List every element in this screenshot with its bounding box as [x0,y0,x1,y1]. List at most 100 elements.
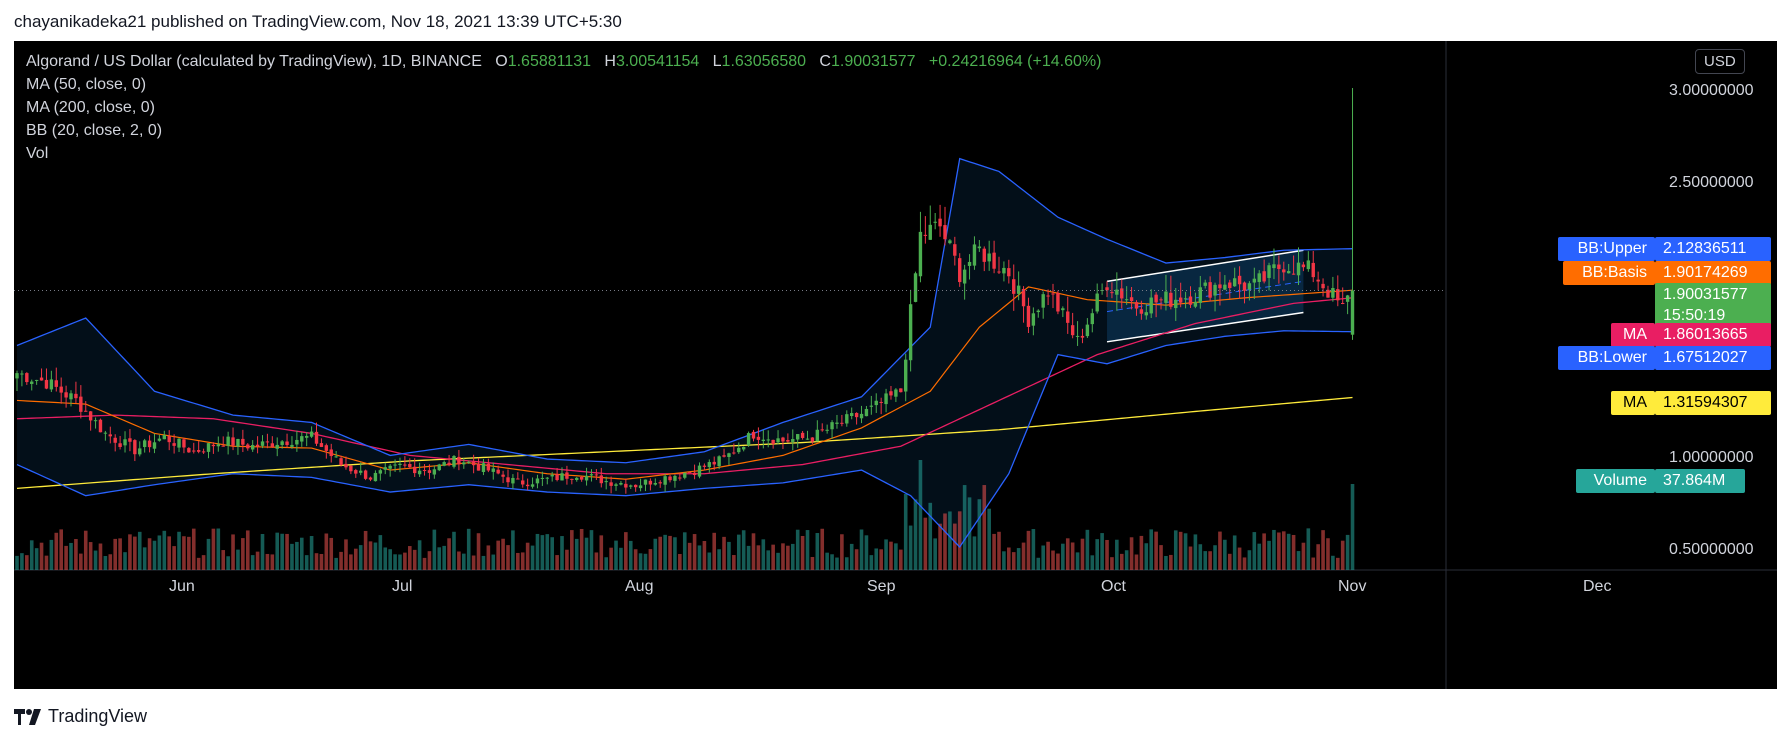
candle-body [702,465,707,467]
volume-bar [142,547,147,570]
candle-body [530,484,535,487]
indicator-vol[interactable]: Vol [26,145,49,162]
currency-button[interactable]: USD [1695,49,1745,74]
candle-body [398,463,402,465]
candle-body [84,410,88,412]
volume-bar [938,523,942,570]
volume-bar [196,557,201,570]
indicator-ma200[interactable]: MA (200, close, 0) [26,99,155,116]
open-value: 1.65881131 [507,53,592,70]
candle-body [388,465,392,469]
volume-bar [408,546,412,570]
volume-bar [1252,532,1257,570]
volume-bar [334,557,338,570]
candle-body [329,449,333,457]
candle-body [1291,273,1296,275]
candle-body [236,438,240,447]
volume-bar [928,502,933,570]
candle-body [560,473,564,481]
channel-upper-line [1106,249,1304,283]
candle-body [280,441,284,445]
volume-bar [800,535,805,570]
candle-body [1115,289,1119,295]
candle-body [231,437,235,446]
candle-body [69,393,73,400]
candle-body [157,438,162,441]
volume-bar [270,554,275,570]
candle-body [486,463,491,471]
candle-body [1213,284,1217,296]
volume-bar [619,547,623,570]
volume-bar [697,545,702,570]
volume-bar [466,528,471,570]
tradingview-logo[interactable]: TradingView [14,706,147,727]
candle-body [246,444,250,449]
candle-body [1267,265,1271,278]
candle-body [889,391,893,396]
volume-bar [624,532,628,570]
volume-bar [108,554,113,570]
indicator-ma50[interactable]: MA (50, close, 0) [26,76,147,93]
candle-body [1306,260,1311,270]
volume-bar [658,536,663,570]
candle-body [354,470,358,474]
volume-bar [614,540,618,570]
candle-body [972,244,977,266]
volume-bar [137,531,142,570]
high-label: H [604,53,616,70]
candle-body [1061,308,1065,311]
candle-body [187,448,191,453]
x-tick-aug: Aug [625,578,654,595]
candle-body [118,443,122,447]
candle-body [471,461,476,466]
candle-body [800,432,805,438]
volume-bar [913,499,918,570]
volume-bar [133,536,137,570]
candle-body [20,373,24,375]
volume-bar [859,529,864,570]
volume-bar [103,556,108,570]
chart-area[interactable]: Algorand / US Dollar (calculated by Trad… [14,41,1777,689]
volume-bar [25,555,29,570]
volume-bar [304,555,309,570]
candle-body [992,252,996,269]
volume-bar [496,540,500,570]
volume-bar [1144,543,1149,570]
x-tick-jul: Jul [392,578,413,595]
candle-body [1282,269,1286,273]
volume-bar [123,552,127,570]
candle-body [275,444,279,449]
volume-bar [1169,554,1173,570]
volume-bar [265,553,270,570]
candle-body [250,445,255,450]
volume-bar [692,534,697,570]
volume-bar [358,545,363,570]
candle-body [938,218,942,227]
volume-bar [540,535,545,570]
candle-body [599,475,603,484]
volume-bar [869,555,874,570]
candle-body [899,388,903,393]
volume-bar [324,533,329,570]
candle-body [417,470,422,475]
candle-body [761,439,766,441]
candle-body [751,431,756,439]
candle-body [177,438,181,448]
volume-bar [609,547,613,570]
volume-bar [39,542,44,570]
volume-bar [368,541,373,570]
volume-bar [879,549,883,570]
price-chart[interactable] [14,41,1777,689]
ma50-value: 1.86013665 [1655,323,1771,347]
volume-bar [786,545,790,570]
volume-bar [1331,555,1335,570]
indicator-bb[interactable]: BB (20, close, 2, 0) [26,122,163,139]
candle-body [1070,325,1075,336]
volume-bar [314,553,319,570]
volume-bar [776,552,780,570]
volume-bar [182,536,186,570]
volume-bar [673,537,677,570]
candle-body [1124,299,1129,301]
open-label: O [495,53,508,70]
candle-body [1031,313,1036,326]
